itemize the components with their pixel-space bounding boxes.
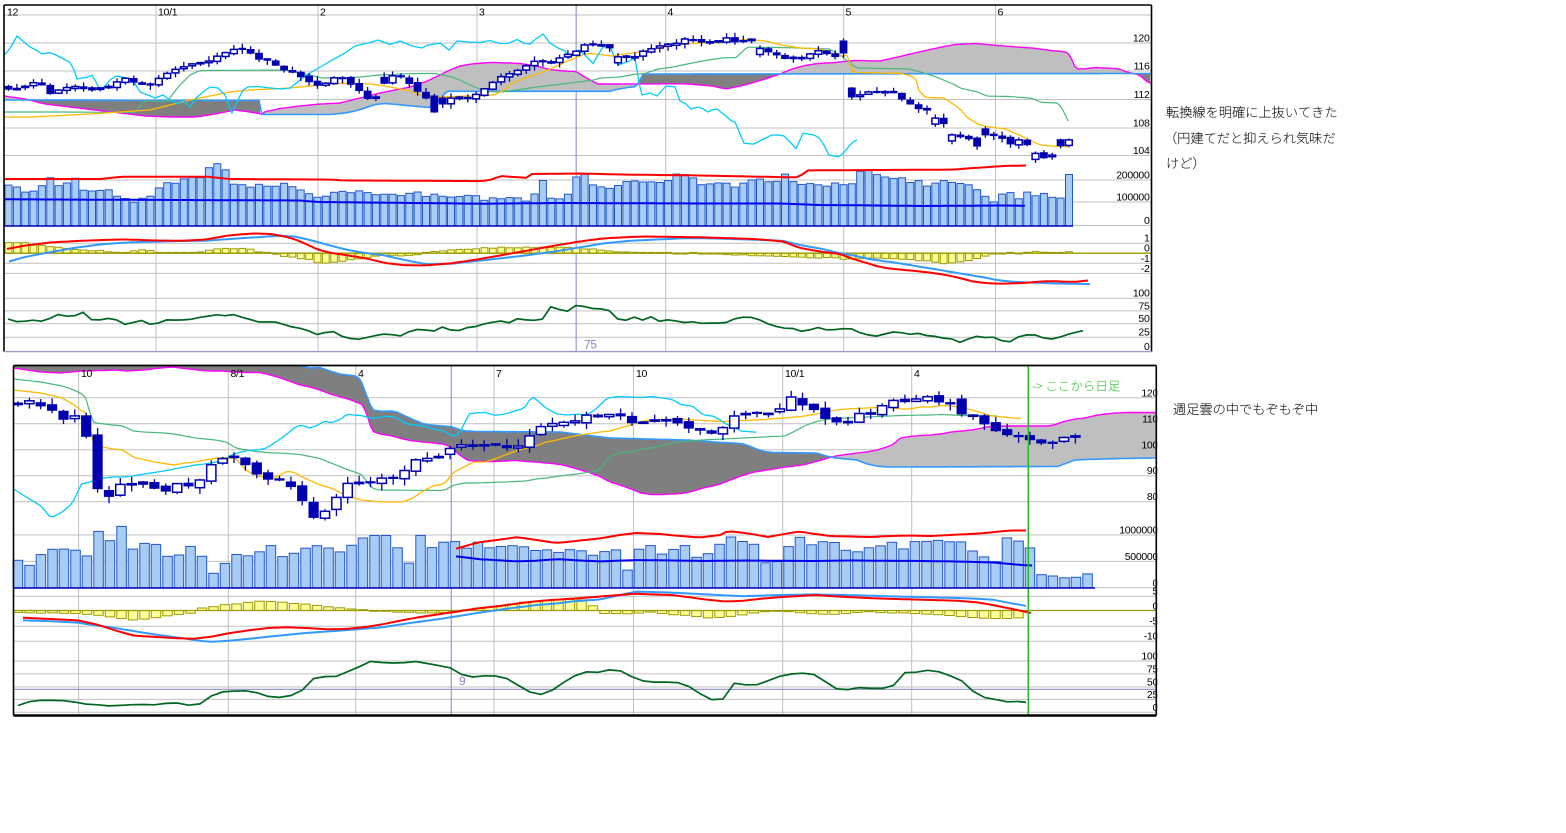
svg-text:120: 120: [1141, 387, 1158, 399]
svg-text:0: 0: [1152, 601, 1158, 613]
svg-text:0: 0: [1152, 577, 1158, 589]
svg-text:112: 112: [1134, 89, 1150, 101]
svg-text:104: 104: [1133, 145, 1150, 157]
svg-text:2: 2: [320, 7, 326, 19]
svg-text:75: 75: [1147, 663, 1159, 675]
svg-text:10: 10: [636, 368, 648, 380]
svg-text:12: 12: [7, 7, 19, 19]
svg-text:116: 116: [1134, 61, 1150, 73]
svg-text:4: 4: [914, 368, 920, 380]
svg-text:5: 5: [1152, 586, 1158, 598]
svg-text:100: 100: [1133, 288, 1150, 300]
svg-text:1000000: 1000000: [1119, 525, 1158, 537]
svg-text:25: 25: [1147, 689, 1159, 701]
svg-text:75: 75: [584, 338, 597, 352]
svg-text:75: 75: [1138, 300, 1150, 312]
svg-text:8/1: 8/1: [231, 368, 245, 380]
svg-text:10/1: 10/1: [158, 7, 178, 19]
svg-text:100000: 100000: [1116, 192, 1150, 204]
svg-text:-10: -10: [1144, 631, 1159, 643]
svg-text:50: 50: [1147, 677, 1159, 689]
svg-text:7: 7: [496, 368, 502, 380]
svg-text:50: 50: [1138, 313, 1150, 325]
svg-text:80: 80: [1147, 491, 1159, 503]
svg-text:0: 0: [1152, 702, 1158, 714]
svg-text:4: 4: [358, 368, 364, 380]
svg-text:108: 108: [1133, 118, 1150, 130]
svg-text:-5: -5: [1149, 616, 1158, 628]
svg-text:5: 5: [846, 7, 852, 19]
svg-text:100: 100: [1141, 439, 1158, 451]
svg-text:120: 120: [1133, 33, 1150, 45]
svg-text:10/1: 10/1: [785, 368, 805, 380]
svg-text:0: 0: [1144, 215, 1150, 227]
svg-text:90: 90: [1147, 465, 1159, 477]
svg-text:100: 100: [1141, 651, 1158, 663]
svg-text:110: 110: [1142, 413, 1158, 425]
svg-text:9: 9: [459, 674, 466, 688]
svg-text:-2: -2: [1141, 263, 1150, 275]
svg-text:0: 0: [1144, 243, 1150, 255]
svg-text:25: 25: [1138, 327, 1150, 339]
svg-text:3: 3: [479, 7, 485, 19]
svg-text:6: 6: [998, 7, 1004, 19]
svg-text:4: 4: [668, 7, 674, 19]
svg-text:500000: 500000: [1125, 551, 1159, 563]
svg-text:200000: 200000: [1116, 170, 1150, 182]
svg-text:-1: -1: [1141, 253, 1150, 265]
svg-text:10: 10: [81, 368, 93, 380]
svg-text:0: 0: [1144, 341, 1150, 353]
svg-text:1: 1: [1144, 233, 1150, 245]
